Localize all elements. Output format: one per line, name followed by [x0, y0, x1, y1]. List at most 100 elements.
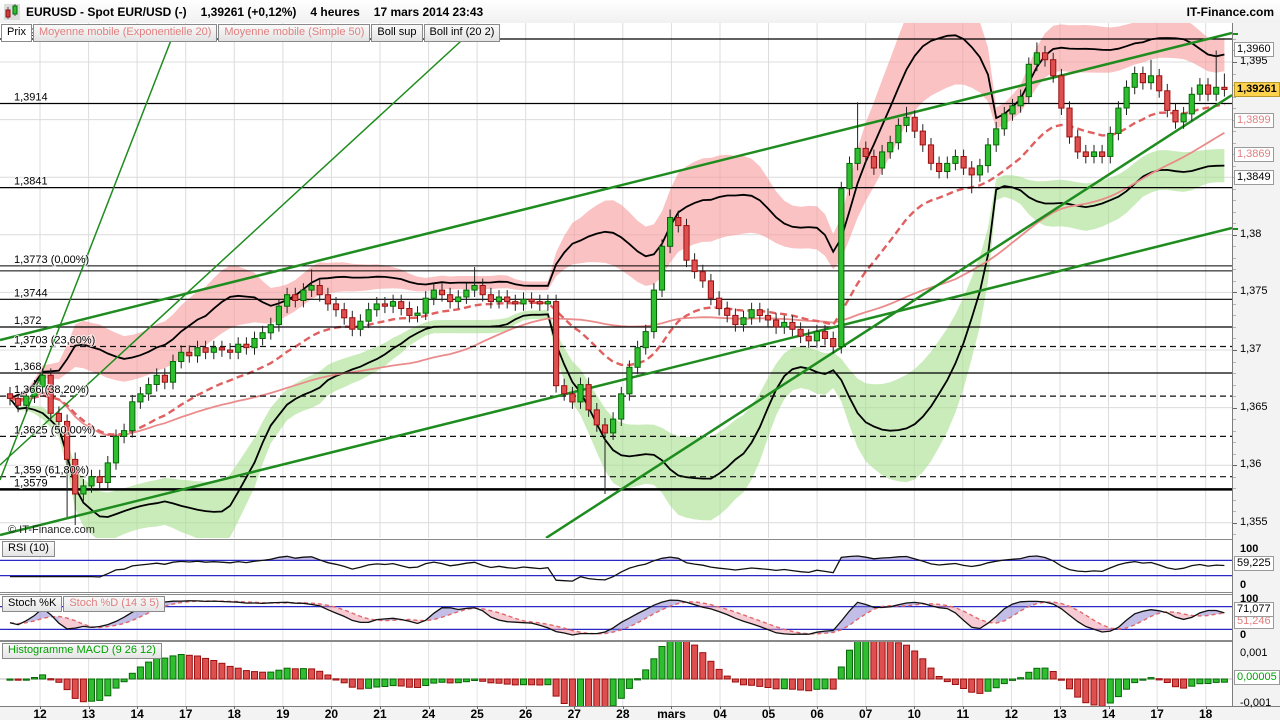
- macd-upper-label: 0,001: [1240, 647, 1268, 659]
- price-minor-tick: [1233, 189, 1236, 190]
- time-tick-label: 17: [1150, 707, 1164, 720]
- symbol-title: EURUSD - Spot EUR/USD (-): [26, 4, 187, 19]
- time-tick-label: 07: [859, 707, 873, 720]
- time-tick: [574, 706, 576, 709]
- time-tick-label: 18: [1198, 707, 1213, 720]
- time-tick-label: 14: [130, 707, 144, 720]
- price-tick: [1233, 62, 1237, 63]
- stoch-k-label: Stoch %K: [2, 596, 63, 612]
- time-tick-label: 24: [421, 707, 436, 720]
- price-tick-label: 1,365: [1240, 401, 1268, 413]
- price-minor-tick: [1233, 39, 1236, 40]
- price-tick-label: 1,355: [1240, 516, 1268, 528]
- price-minor-tick: [1233, 362, 1236, 363]
- price-minor-tick: [1233, 108, 1236, 109]
- macd-label: Histogramme MACD (9 26 12): [2, 643, 162, 659]
- svg-text:1,3625 (50,00%): 1,3625 (50,00%): [14, 424, 95, 436]
- macd-value-label: 0,00005: [1234, 669, 1280, 685]
- time-tick-label: 21: [373, 707, 387, 720]
- time-tick-label: 11: [956, 707, 970, 720]
- svg-text:1,3579: 1,3579: [14, 477, 48, 489]
- stochastic-panel-canvas[interactable]: [0, 595, 1232, 640]
- stoch-min-label: 0: [1240, 629, 1247, 641]
- svg-text:1,3841: 1,3841: [14, 176, 48, 188]
- stoch-label-tab[interactable]: Stoch %K Stoch %D (14 3 5): [2, 596, 166, 612]
- time-tick-label: 13: [1053, 707, 1067, 720]
- price-minor-tick: [1233, 477, 1236, 478]
- time-tick: [622, 706, 624, 709]
- tab-boll-sup[interactable]: Boll sup: [371, 24, 423, 42]
- rsi-panel-canvas[interactable]: [0, 540, 1232, 592]
- price-minor-tick: [1233, 212, 1236, 213]
- candlestick-app-icon: [4, 3, 20, 20]
- price-minor-tick: [1233, 419, 1236, 420]
- time-tick: [719, 706, 721, 709]
- time-tick: [962, 706, 964, 709]
- rsi-label: RSI (10): [2, 541, 55, 557]
- macd-lower-label: -0,001: [1240, 697, 1272, 709]
- price-minor-tick: [1233, 281, 1236, 282]
- price-minor-tick: [1233, 304, 1236, 305]
- time-tick: [428, 706, 430, 709]
- time-tick: [768, 706, 770, 709]
- time-tick-label: 28: [616, 707, 630, 720]
- svg-text:1,3773 (0,00%): 1,3773 (0,00%): [14, 254, 89, 266]
- last-price-label: 1,39261: [1234, 82, 1280, 97]
- rsi-label-tab[interactable]: RSI (10): [2, 541, 56, 557]
- price-minor-tick: [1233, 500, 1236, 501]
- timeframe-label: 4 heures: [310, 4, 360, 19]
- stoch-d-label: Stoch %D (14 3 5): [63, 596, 166, 612]
- time-tick-label: 17: [179, 707, 193, 720]
- timestamp-label: 17 mars 2014 23:43: [373, 4, 484, 19]
- time-tick: [234, 706, 236, 709]
- price-minor-tick: [1233, 200, 1236, 201]
- time-tick: [88, 706, 90, 709]
- time-tick-label: 13: [81, 707, 96, 720]
- price-minor-tick: [1233, 97, 1236, 98]
- time-tick-label: 27: [567, 707, 581, 720]
- rsi-min-label: 0: [1240, 579, 1247, 591]
- tab-prix[interactable]: Prix: [1, 24, 32, 42]
- time-tick-label: 12: [33, 707, 47, 720]
- time-tick: [1108, 706, 1110, 709]
- time-tick-label: 04: [713, 707, 727, 720]
- tab-sma50[interactable]: Moyenne mobile (Simple 50): [218, 24, 371, 42]
- price-tick: [1233, 465, 1237, 466]
- indicator-value-label: 1,3869: [1234, 147, 1274, 162]
- brand-logo-text: IT-Finance.com: [1186, 4, 1274, 19]
- price-minor-tick: [1233, 327, 1236, 328]
- time-tick: [282, 706, 284, 709]
- last-price-and-change: 1,39261 (+0,12%): [200, 4, 297, 19]
- price-minor-tick: [1233, 431, 1236, 432]
- price-tick: [1233, 350, 1237, 351]
- trendline-axis-marker: [1233, 33, 1238, 35]
- time-tick: [40, 706, 41, 709]
- price-minor-tick: [1233, 373, 1236, 374]
- time-tick: [1157, 706, 1159, 709]
- price-minor-tick: [1233, 131, 1236, 132]
- time-tick-label: 06: [810, 707, 824, 720]
- price-minor-tick: [1233, 315, 1236, 316]
- price-axis[interactable]: 1,395 1,38 1,375 1,37 1,365 1,36 1,355 1,3960 1,…: [1232, 23, 1280, 709]
- tab-boll-inf[interactable]: Boll inf (20 2): [423, 24, 501, 42]
- price-tick: [1233, 408, 1237, 409]
- time-tick: [525, 706, 527, 709]
- tab-ema20[interactable]: Moyenne mobile (Exponentielle 20): [32, 24, 218, 42]
- price-minor-tick: [1233, 223, 1236, 224]
- time-tick: [477, 706, 479, 709]
- svg-text:1,368: 1,368: [14, 361, 42, 373]
- price-tick-label: 1,37: [1240, 343, 1262, 355]
- price-tick-label: 1,395: [1240, 55, 1268, 67]
- svg-text:1,372: 1,372: [14, 315, 42, 327]
- time-tick-label: 26: [519, 707, 533, 720]
- time-tick-label: 10: [907, 707, 921, 720]
- price-minor-tick: [1233, 385, 1236, 386]
- indicator-tab-row: Prix Moyenne mobile (Exponentielle 20) M…: [1, 24, 501, 42]
- macd-label-tab[interactable]: Histogramme MACD (9 26 12): [2, 643, 163, 659]
- stoch-k-value-label: 71,077: [1234, 601, 1274, 617]
- svg-text:1,359 (61,80%): 1,359 (61,80%): [14, 465, 89, 477]
- macd-panel-canvas[interactable]: [0, 642, 1232, 706]
- time-axis[interactable]: 12 13 14 17 18 19 20 21 24 25 26 27 28 mars 04 05 06 07 10…: [0, 706, 1280, 720]
